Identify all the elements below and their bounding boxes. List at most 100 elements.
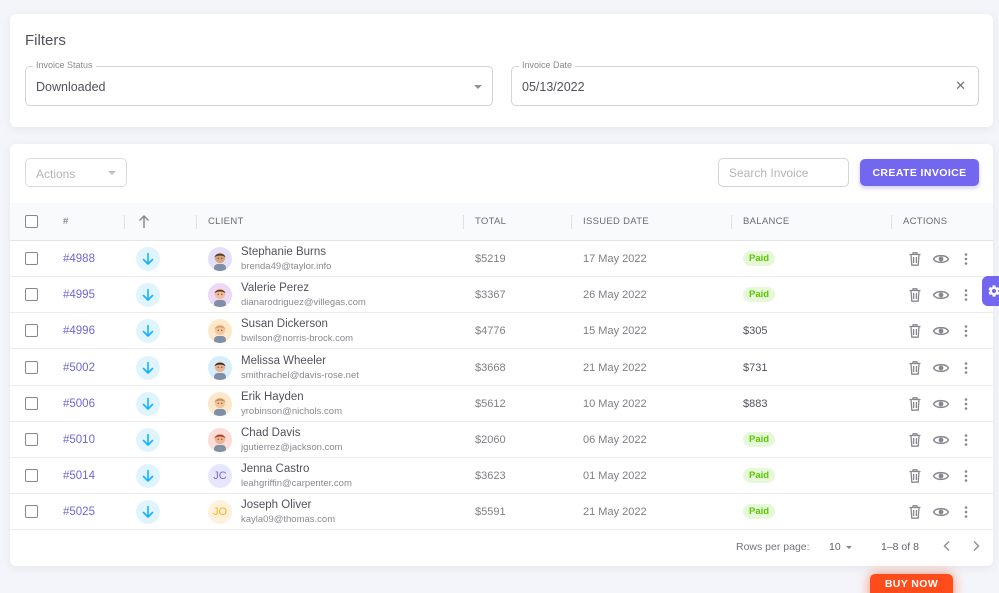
row-checkbox[interactable] <box>25 505 38 519</box>
invoice-id-link[interactable]: #4996 <box>63 325 95 338</box>
person-avatar-icon <box>214 325 226 344</box>
client-email: jgutierrez@jackson.com <box>241 442 343 453</box>
invoice-status-indicator[interactable] <box>136 283 160 308</box>
header-actions: ACTIONS <box>903 216 948 227</box>
row-checkbox[interactable] <box>25 252 38 265</box>
header-id[interactable]: # <box>63 216 69 227</box>
table-row: #4996 Susan Dickerson bwilson@norris-bro… <box>10 313 993 350</box>
more-vertical-icon[interactable] <box>963 432 969 448</box>
chevron-left-icon[interactable] <box>942 540 952 552</box>
view-eye-icon[interactable] <box>932 396 950 412</box>
header-client[interactable]: CLIENT <box>208 216 244 227</box>
total-cell: $4776 <box>475 325 506 338</box>
more-vertical-icon[interactable] <box>963 504 969 520</box>
view-eye-icon[interactable] <box>932 360 950 376</box>
invoice-id-link[interactable]: #4988 <box>63 253 95 265</box>
more-vertical-icon[interactable] <box>963 323 969 339</box>
header-issued-date[interactable]: ISSUED DATE <box>583 216 649 227</box>
column-separator <box>196 215 197 229</box>
delete-icon[interactable] <box>908 468 922 484</box>
table-row: #5002 Melissa Wheeler smithrachel@davis-… <box>10 350 993 386</box>
more-vertical-icon[interactable] <box>963 396 969 412</box>
view-eye-icon[interactable] <box>932 323 950 339</box>
invoice-status-indicator[interactable] <box>136 464 160 489</box>
column-separator <box>124 215 125 229</box>
avatar <box>208 319 232 344</box>
header-balance[interactable]: BALANCE <box>743 216 790 227</box>
view-eye-icon[interactable] <box>932 504 950 520</box>
customizer-toggle[interactable] <box>982 276 999 306</box>
delete-icon[interactable] <box>908 504 922 520</box>
client-name: Valerie Perez <box>241 282 310 295</box>
view-eye-icon[interactable] <box>932 287 950 303</box>
row-checkbox[interactable] <box>25 433 38 446</box>
invoice-id-link[interactable]: #5002 <box>63 361 95 374</box>
more-vertical-icon[interactable] <box>963 251 969 267</box>
table-row: #5006 Erik Hayden yrobinson@nichols.com … <box>10 386 993 422</box>
invoice-status-indicator[interactable] <box>136 428 160 452</box>
client-email: yrobinson@nichols.com <box>241 405 342 417</box>
view-eye-icon[interactable] <box>932 468 950 484</box>
invoice-date-field[interactable]: Invoice Date 05/13/2022 ✕ <box>511 60 979 106</box>
buy-now-button[interactable]: BUY NOW <box>870 574 953 593</box>
more-vertical-icon[interactable] <box>963 287 969 303</box>
chevron-right-icon[interactable] <box>971 540 981 552</box>
invoice-status-indicator[interactable] <box>136 355 160 380</box>
select-all-checkbox[interactable] <box>25 215 38 228</box>
clear-icon[interactable]: ✕ <box>955 78 966 93</box>
actions-select[interactable]: Actions <box>25 158 127 187</box>
row-checkbox[interactable] <box>25 469 38 483</box>
invoice-id-link[interactable]: #5014 <box>63 470 95 483</box>
table-row: #5010 Chad Davis jgutierrez@jackson.com … <box>10 422 993 458</box>
invoice-status-select[interactable]: Invoice Status Downloaded <box>25 60 493 106</box>
client-email: dianarodriguez@villegas.com <box>241 297 366 309</box>
pagination-range: 1–8 of 8 <box>881 541 919 553</box>
invoice-status-value: Downloaded <box>36 80 106 94</box>
invoice-id-link[interactable]: #4995 <box>63 289 95 302</box>
invoice-id-link[interactable]: #5006 <box>63 397 95 410</box>
row-checkbox[interactable] <box>25 288 38 302</box>
issued-date-cell: 21 May 2022 <box>583 361 647 374</box>
create-invoice-button[interactable]: CREATE INVOICE <box>860 159 979 186</box>
issued-date-cell: 17 May 2022 <box>583 253 647 265</box>
row-checkbox[interactable] <box>25 324 38 338</box>
delete-icon[interactable] <box>908 287 922 303</box>
sort-arrow-up-icon[interactable] <box>138 215 150 229</box>
delete-icon[interactable] <box>908 432 922 448</box>
row-checkbox[interactable] <box>25 396 38 410</box>
view-eye-icon[interactable] <box>932 432 950 448</box>
download-arrow-icon <box>142 397 154 410</box>
download-arrow-icon <box>142 288 154 301</box>
invoice-id-link[interactable]: #5025 <box>63 506 95 519</box>
delete-icon[interactable] <box>908 251 922 267</box>
caret-down-icon[interactable] <box>846 546 852 549</box>
avatar <box>208 283 232 308</box>
issued-date-cell: 01 May 2022 <box>583 470 647 483</box>
delete-icon[interactable] <box>908 396 922 412</box>
invoice-status-indicator[interactable] <box>136 500 160 525</box>
total-cell: $2060 <box>475 434 506 446</box>
more-vertical-icon[interactable] <box>963 360 969 376</box>
invoice-status-indicator[interactable] <box>136 319 160 344</box>
delete-icon[interactable] <box>908 323 922 339</box>
search-invoice-input[interactable] <box>718 158 849 187</box>
delete-icon[interactable] <box>908 360 922 376</box>
invoice-status-indicator[interactable] <box>136 391 160 416</box>
download-arrow-icon <box>142 506 154 519</box>
caret-down-icon <box>108 171 116 175</box>
rows-per-page-select[interactable]: 10 <box>829 541 841 553</box>
table-header: # CLIENT TOTAL ISSUED DATE BALANCE ACTIO… <box>10 203 993 241</box>
invoice-id-link[interactable]: #5010 <box>63 434 95 446</box>
client-name: Stephanie Burns <box>241 246 327 258</box>
balance-cell: $305 <box>743 325 768 338</box>
table-row: #4988 Stephanie Burns brenda49@taylor.in… <box>10 241 993 277</box>
table-footer: Rows per page: 10 1–8 of 8 <box>10 529 993 566</box>
paid-badge: Paid <box>743 287 776 303</box>
row-checkbox[interactable] <box>25 360 38 374</box>
more-vertical-icon[interactable] <box>963 468 969 484</box>
person-avatar-icon <box>214 397 226 416</box>
download-arrow-icon <box>142 469 154 482</box>
header-total[interactable]: TOTAL <box>475 216 507 227</box>
invoice-status-indicator[interactable] <box>136 247 160 271</box>
view-eye-icon[interactable] <box>932 251 950 267</box>
